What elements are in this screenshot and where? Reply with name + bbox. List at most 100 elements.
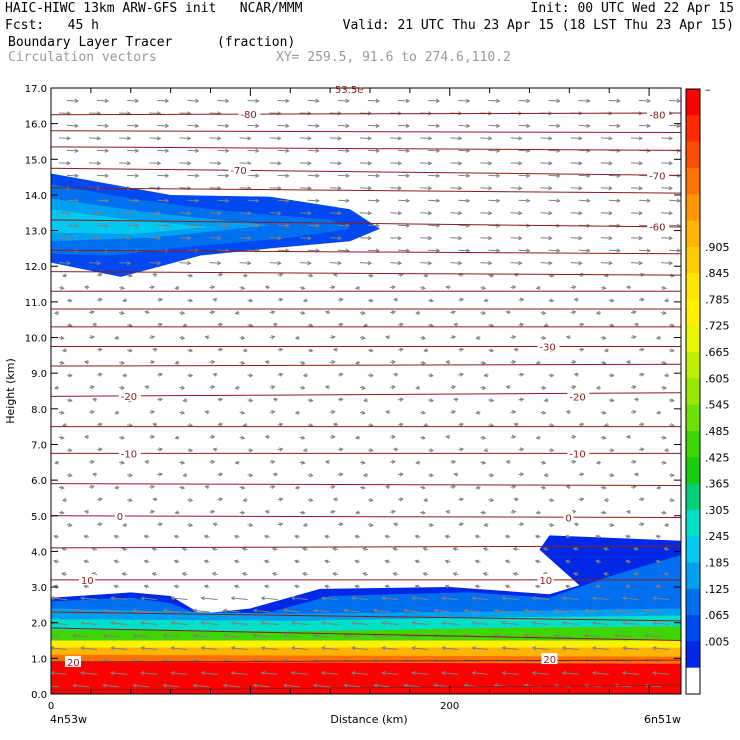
vector-arrowhead	[315, 123, 320, 128]
vector-arrowhead	[277, 161, 282, 166]
vector-arrow	[554, 634, 571, 638]
colorbar-label: .005	[705, 635, 730, 648]
vector-arrow	[608, 174, 620, 177]
isotherm-label-bg	[64, 655, 81, 667]
vector-arrowhead	[331, 434, 336, 440]
vector-arrow	[548, 174, 560, 177]
vector-arrowhead	[134, 98, 140, 103]
vector-arrowhead	[120, 360, 126, 365]
vector-arrowhead	[252, 633, 258, 638]
vector-arrowhead	[621, 646, 627, 651]
isotherm-line	[51, 363, 681, 367]
vector-arrowhead	[655, 559, 660, 564]
vector-arrow	[570, 262, 582, 264]
vector-arrowhead	[421, 285, 427, 291]
vector-arrowhead	[548, 236, 553, 241]
vector-arrow	[608, 249, 620, 252]
vector-arrow	[231, 597, 248, 601]
vector-arrowhead	[541, 460, 547, 465]
vector-arrowhead	[415, 385, 420, 390]
vector-arrow	[661, 187, 673, 189]
vector-arrowhead	[367, 236, 373, 241]
vector-arrowhead	[361, 310, 366, 315]
vector-arrow	[277, 199, 289, 202]
vector-arrow	[307, 199, 319, 202]
vector-arrowhead	[542, 547, 548, 552]
vector-arrow	[661, 262, 673, 264]
vector-arrowhead	[423, 348, 428, 353]
vector-arrowhead	[354, 435, 360, 440]
vector-arrow	[193, 609, 210, 613]
vector-arrowhead	[451, 459, 457, 465]
vector-arrowhead	[548, 161, 553, 166]
isotherm-line	[51, 219, 681, 228]
vector-arrowhead	[332, 347, 338, 352]
vector-arrow	[299, 262, 311, 264]
isotherm-line	[51, 167, 681, 176]
vector-arrow	[450, 137, 462, 139]
isotherm-line	[51, 483, 681, 486]
vector-arrowhead	[483, 373, 488, 378]
vector-arrow	[532, 597, 549, 601]
vector-arrowhead	[444, 534, 450, 539]
vector-arrowhead	[331, 509, 336, 514]
vector-arrowhead	[595, 584, 600, 589]
vector-arrowhead	[53, 385, 59, 390]
vector-arrow	[119, 237, 131, 239]
vector-arrowhead	[504, 584, 510, 589]
vector-arrowhead	[367, 186, 373, 191]
vector-arrowhead	[210, 459, 216, 465]
vector-arrowhead	[66, 260, 72, 266]
vector-arrowhead	[180, 485, 186, 490]
vector-arrowhead	[90, 335, 95, 340]
vector-arrowhead	[158, 297, 164, 302]
vector-arrowhead	[556, 98, 561, 103]
y-tick-label: 14.0	[25, 191, 47, 202]
vector-arrow	[412, 647, 429, 650]
vector-arrowhead	[451, 310, 457, 315]
vector-arrow	[661, 237, 673, 239]
vector-arrowhead	[427, 260, 433, 266]
vector-arrowhead	[385, 335, 390, 340]
vector-arrowhead	[143, 584, 149, 589]
vector-arrowhead	[427, 236, 433, 241]
vector-arrow	[622, 672, 639, 675]
vector-arrowhead	[240, 335, 246, 340]
vector-arrowhead	[170, 621, 175, 626]
vector-arrowhead	[572, 572, 578, 577]
vector-arrowhead	[210, 285, 216, 290]
vector-arrowhead	[422, 547, 427, 552]
vector-arrowhead	[84, 285, 89, 290]
vector-arrowhead	[302, 522, 308, 527]
vector-arrowhead	[633, 572, 638, 577]
vector-arrow	[480, 262, 492, 264]
vector-arrow	[390, 187, 402, 189]
vector-arrow	[450, 187, 462, 189]
vector-arrowhead	[285, 123, 290, 128]
vector-arrowhead	[255, 198, 260, 203]
vector-arrow	[187, 149, 199, 152]
vector-arrowhead	[68, 373, 73, 378]
vector-arrow	[390, 262, 402, 264]
vector-arrowhead	[110, 596, 115, 601]
vector-arrowhead	[638, 161, 644, 166]
vector-arrowhead	[339, 322, 344, 327]
vector-arrow	[209, 187, 221, 189]
vector-arrowhead	[156, 260, 162, 266]
vector-arrowhead	[173, 559, 179, 564]
vector-arrow	[179, 137, 191, 139]
vector-arrow	[600, 262, 612, 264]
colorbar-label: .125	[705, 583, 730, 596]
vector-arrowhead	[225, 148, 230, 153]
vector-arrowhead	[342, 633, 348, 638]
vector-arrowhead	[405, 98, 411, 103]
vector-arrowhead	[293, 534, 299, 539]
y-tick-label: 1.0	[31, 654, 47, 665]
vector-arrowhead	[104, 173, 110, 178]
colorbar-swatch	[686, 194, 700, 222]
vector-arrowhead	[60, 335, 65, 340]
vector-arrowhead	[290, 670, 296, 676]
isotherm-label: -80	[240, 110, 256, 121]
vector-arrowhead	[565, 335, 571, 340]
vector-arrowhead	[290, 596, 296, 601]
